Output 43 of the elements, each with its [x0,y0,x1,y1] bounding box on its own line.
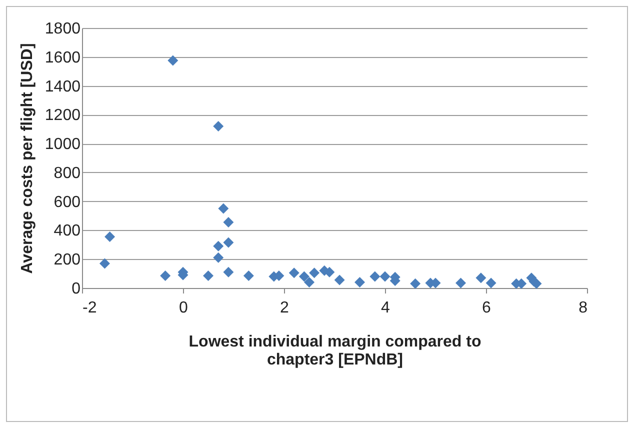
point [213,252,224,263]
x-tick-label: 6 [482,300,492,316]
point [168,55,178,66]
y-tick-label: 1400 [44,78,81,96]
x-tick-label: 8 [578,300,588,316]
y-tick-label: 1000 [44,136,81,154]
point [160,270,171,281]
point [486,278,496,288]
point [304,276,314,288]
point [223,266,234,278]
y-tick-label: 200 [54,252,81,269]
x-tick-label: 4 [381,300,390,316]
point [223,217,234,228]
x-axis-title: Lowest individual margin compared to chapter3 [EPNdB] [188,334,482,368]
y-axis-title: Average costs per flight [USD] [18,43,36,274]
point [370,271,380,282]
point [243,270,254,281]
x-tick-label: -2 [82,300,97,316]
y-tick-label: 1600 [44,49,81,66]
point [410,278,421,289]
point [104,231,116,242]
y-tick-label: 600 [54,194,81,211]
y-tick-label: 1200 [44,107,81,124]
point [476,272,486,284]
point [99,258,110,269]
y-tick-label: 0 [72,280,81,298]
point [456,278,466,288]
point [223,237,234,248]
point [213,240,224,252]
point [334,274,345,286]
y-tick-label: 800 [54,164,81,182]
point [380,271,390,282]
y-tick-label: 400 [54,222,81,240]
point [203,270,214,281]
y-tick-label: 1800 [44,20,81,38]
point [354,276,365,288]
point [213,120,224,132]
point [298,271,310,282]
point [218,203,229,214]
point [288,268,300,278]
point [309,268,320,278]
x-tick-label: 2 [280,300,290,316]
x-tick-label: 0 [179,300,188,316]
